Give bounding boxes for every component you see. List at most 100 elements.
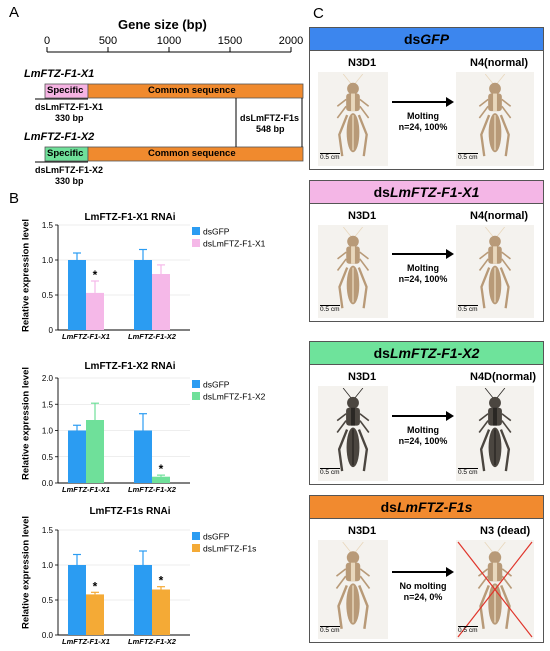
gene-axis-tick-label: 0 [44,35,50,47]
molting-outcome: Molting [407,425,439,435]
chart-title: LmFTZ-F1-X2 RNAi [84,361,175,372]
card-title-prefix: ds [380,499,397,515]
insect-photo-after [456,72,534,166]
significance-mark: * [159,574,164,588]
gene-axis-tick-label: 1500 [218,35,242,47]
rnai-chart-3: LmFTZ-F1s RNAi 0.0 0.5 1.0 1.5 * LmFTZ-F1-X1 * L… [42,506,257,646]
x2-ds-size: 330 bp [55,176,84,186]
bar-control [134,260,152,330]
dead-cross-mark [457,541,533,638]
bar-control [68,260,86,330]
scale-bar-label: 0.5 cm [320,468,340,476]
card-title-gene: LmFTZ-F1-X2 [389,345,480,361]
phenotype-card: dsLmFTZ-F1-X1 N3D1 N4(normal) [309,180,544,322]
scale-bar-label: 0.5 cm [320,626,340,634]
insect-photo-before [318,72,388,166]
panel-b-letter: B [9,190,20,207]
insect-photo-after [456,225,534,318]
category-label: LmFTZ-F1-X2 [128,332,177,341]
bar-control [134,430,152,483]
gene-axis-tick-label: 1000 [157,35,181,47]
phenotype-card: dsLmFTZ-F1s N3D1 N3 (dead) [309,495,544,643]
legend-entry: dsLmFTZ-F1-X2 [203,392,266,402]
gene-structure-diagram: 0 500 1000 1500 2000 [35,35,304,163]
scale-bar-label: 0.5 cm [458,305,478,313]
insect-before-image [332,226,374,319]
significance-mark: * [93,268,98,282]
phenotype-card-title: dsGFP [310,28,543,51]
legend-swatch [192,392,200,400]
y-tick-label: 1.0 [42,561,54,570]
scale-bar-label: 0.5 cm [320,305,340,313]
insect-photo-after [456,540,534,639]
x2-gene-name: LmFTZ-F1-X2 [24,131,95,143]
transition-caption: Molting n=24, 100% [388,425,458,447]
x1-ds-size: 330 bp [55,113,84,123]
legend-swatch [192,239,200,247]
card-title-gene: LmFTZ-F1-X1 [389,184,480,200]
insect-photo-before [318,225,388,318]
rnai-chart-1: LmFTZ-F1-X1 RNAi 0 0.5 1.0 1.5 * LmFTZ-F1-X1 Lm… [42,212,266,341]
chart-title: LmFTZ-F1s RNAi [89,506,170,517]
card-title-prefix: ds [373,345,390,361]
bar-control [68,565,86,635]
bar-treatment [86,594,104,635]
legend-entry: dsLmFTZ-F1-X1 [203,239,266,249]
transition-arrow [392,567,454,577]
bar-treatment [152,476,170,483]
y-tick-label: 0.5 [42,291,54,300]
insect-before-image [332,541,374,640]
legend-entry: dsGFP [203,380,230,390]
y-tick-label: 0.0 [42,479,54,488]
y-tick-label: 0.0 [42,631,54,640]
stage-after-label: N4(normal) [470,57,529,69]
legend-swatch [192,532,200,540]
x1-ds-name-text: dsLmFTZ-F1-X1 [35,102,104,112]
chart-title: LmFTZ-F1-X1 RNAi [84,212,175,223]
x1-common-label: Common sequence [148,85,236,96]
legend-entry: dsGFP [203,227,230,237]
bar-treatment [152,274,170,330]
stage-before-label: N3D1 [348,371,377,383]
phenotype-card-title: dsLmFTZ-F1s [310,496,543,519]
insect-photo-before [318,540,388,639]
category-label: LmFTZ-F1-X2 [128,485,177,494]
insect-after-image [472,387,518,482]
legend-swatch [192,380,200,388]
card-title-prefix: ds [373,184,390,200]
y-tick-label: 1.5 [42,221,54,230]
transition-caption: Molting n=24, 100% [388,263,458,285]
molting-outcome: Molting [407,111,439,121]
scale-bar-label: 0.5 cm [458,468,478,476]
y-tick-label: 1.0 [42,427,54,436]
x1-common-segment [87,83,304,99]
insect-before-image [332,73,374,167]
transition-arrow [392,411,454,421]
legend-entry: dsLmFTZ-F1s [203,544,256,554]
scale-bar-label: 0.5 cm [458,626,478,634]
panel-a-letter: A [9,4,20,21]
stage-after-label: N4D(normal) [470,371,537,383]
panel-c-letter: C [313,5,324,22]
phenotype-card-title: dsLmFTZ-F1-X1 [310,181,543,204]
gene-axis-tick-label: 2000 [279,35,303,47]
molting-rate: n=24, 100% [398,274,448,284]
molting-outcome: Molting [407,263,439,273]
category-label: LmFTZ-F1-X1 [62,332,110,341]
transition-caption: Molting n=24, 100% [388,111,458,133]
x2-specific-label: Specific [47,148,84,159]
rnai-chart-2: LmFTZ-F1-X2 RNAi 0.0 0.5 1.0 1.5 2.0 LmFTZ-F1-… [42,361,266,494]
category-label: LmFTZ-F1-X2 [128,637,177,646]
significance-mark: * [159,462,164,476]
category-label: LmFTZ-F1-X1 [62,637,110,646]
gene-size-axis-title: Gene size (bp) [118,17,207,32]
transition-caption: No molting n=24, 0% [388,581,458,603]
legend-swatch [192,227,200,235]
insect-photo-after [456,386,534,481]
bar-control [68,430,86,483]
stage-before-label: N3D1 [348,210,377,222]
molting-rate: n=24, 0% [403,592,443,602]
stage-after-label: N4(normal) [470,210,529,222]
transition-arrow [392,249,454,259]
